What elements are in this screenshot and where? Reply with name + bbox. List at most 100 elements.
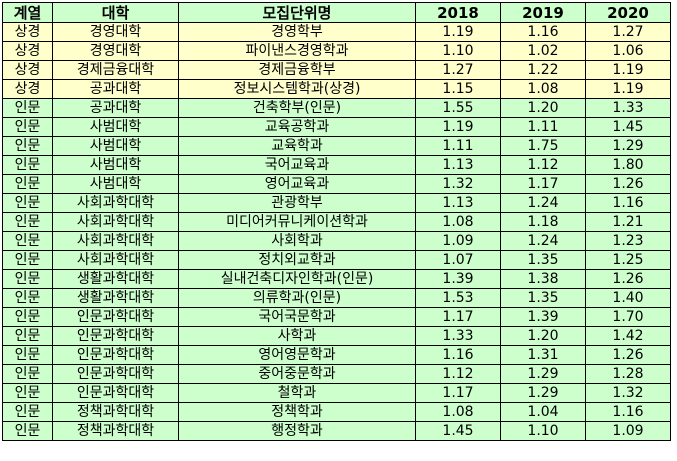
major-cell: 정보시스템학과(상경) [178,79,416,99]
ratio-2019-cell: 1.31 [500,345,586,365]
major-cell: 미디어커뮤니케이션학과 [178,212,416,232]
ratio-2018-cell: 1.10 [415,41,501,61]
table-row: 인문 공과대학 건축학부(인문) 1.55 1.20 1.33 [2,98,671,118]
major-cell: 교육공학과 [178,117,416,137]
ratio-2018-cell: 1.19 [415,22,501,42]
college-cell: 생활과학대학 [52,269,179,289]
category-cell: 인문 [2,212,53,232]
college-cell: 경영대학 [52,41,179,61]
ratio-2020-cell: 1.40 [585,288,671,308]
college-cell: 사회과학대학 [52,193,179,213]
ratio-2019-cell: 1.12 [500,155,586,175]
ratio-2019-cell: 1.10 [500,421,586,441]
table-row: 인문 인문과학대학 사학과 1.33 1.20 1.42 [2,326,671,346]
category-cell: 인문 [2,383,53,403]
ratio-2018-cell: 1.13 [415,155,501,175]
college-cell: 경영대학 [52,22,179,42]
ratio-2020-cell: 1.45 [585,117,671,137]
ratio-2018-cell: 1.08 [415,402,501,422]
ratio-2019-cell: 1.22 [500,60,586,80]
ratio-2019-cell: 1.20 [500,326,586,346]
ratio-2018-cell: 1.33 [415,326,501,346]
ratio-2019-cell: 1.20 [500,98,586,118]
table-body: 상경 경영대학 경영학부 1.19 1.16 1.27 상경 경영대학 파이낸스경영학과 1.10… [2,22,671,441]
ratio-2018-cell: 1.32 [415,174,501,194]
college-cell: 사회과학대학 [52,231,179,251]
category-cell: 인문 [2,364,53,384]
category-cell: 인문 [2,402,53,422]
major-cell: 경제금융학부 [178,60,416,80]
ratio-2019-cell: 1.35 [500,288,586,308]
ratio-2019-cell: 1.08 [500,79,586,99]
category-cell: 인문 [2,193,53,213]
ratio-2020-cell: 1.06 [585,41,671,61]
table-row: 인문 사회과학대학 정치외교학과 1.07 1.35 1.25 [2,250,671,270]
ratio-2018-cell: 1.45 [415,421,501,441]
table-header: 계열 대학 모집단위명 2018 2019 2020 [2,2,671,23]
header-row: 계열 대학 모집단위명 2018 2019 2020 [2,2,671,23]
category-cell: 상경 [2,41,53,61]
category-cell: 인문 [2,288,53,308]
ratio-2018-cell: 1.09 [415,231,501,251]
category-cell: 인문 [2,250,53,270]
ratio-2019-cell: 1.29 [500,364,586,384]
major-cell: 영어영문학과 [178,345,416,365]
header-year-2019: 2019 [500,2,586,23]
category-cell: 인문 [2,98,53,118]
category-cell: 상경 [2,22,53,42]
ratio-2019-cell: 1.35 [500,250,586,270]
ratio-2019-cell: 1.17 [500,174,586,194]
header-year-2018: 2018 [415,2,501,23]
college-cell: 사회과학대학 [52,212,179,232]
major-cell: 경영학부 [178,22,416,42]
category-cell: 인문 [2,345,53,365]
college-cell: 인문과학대학 [52,364,179,384]
ratio-2019-cell: 1.75 [500,136,586,156]
table-row: 상경 경영대학 파이낸스경영학과 1.10 1.02 1.06 [2,41,671,61]
ratio-2020-cell: 1.26 [585,174,671,194]
table-row: 인문 사범대학 교육학과 1.11 1.75 1.29 [2,136,671,156]
ratio-2018-cell: 1.13 [415,193,501,213]
major-cell: 사회학과 [178,231,416,251]
college-cell: 경제금융대학 [52,60,179,80]
category-cell: 인문 [2,117,53,137]
major-cell: 관광학부 [178,193,416,213]
college-cell: 정책과학대학 [52,402,179,422]
college-cell: 정책과학대학 [52,421,179,441]
major-cell: 사학과 [178,326,416,346]
ratio-2019-cell: 1.38 [500,269,586,289]
major-cell: 파이낸스경영학과 [178,41,416,61]
table-row: 인문 사회과학대학 미디어커뮤니케이션학과 1.08 1.18 1.21 [2,212,671,232]
table-row: 상경 경제금융대학 경제금융학부 1.27 1.22 1.19 [2,60,671,80]
table-row: 상경 공과대학 정보시스템학과(상경) 1.15 1.08 1.19 [2,79,671,99]
ratio-table: 계열 대학 모집단위명 2018 2019 2020 상경 경영대학 경영학부 1.1… [2,2,671,441]
table-row: 인문 인문과학대학 영어영문학과 1.16 1.31 1.26 [2,345,671,365]
category-cell: 인문 [2,269,53,289]
ratio-2019-cell: 1.39 [500,307,586,327]
ratio-2020-cell: 1.21 [585,212,671,232]
table-row: 인문 인문과학대학 국어국문학과 1.17 1.39 1.70 [2,307,671,327]
header-year-2020: 2020 [585,2,671,23]
ratio-2018-cell: 1.39 [415,269,501,289]
major-cell: 철학과 [178,383,416,403]
ratio-2019-cell: 1.11 [500,117,586,137]
ratio-2020-cell: 1.42 [585,326,671,346]
ratio-2018-cell: 1.53 [415,288,501,308]
college-cell: 인문과학대학 [52,326,179,346]
header-category: 계열 [2,2,53,23]
category-cell: 인문 [2,231,53,251]
major-cell: 국어국문학과 [178,307,416,327]
major-cell: 행정학과 [178,421,416,441]
ratio-2018-cell: 1.16 [415,345,501,365]
ratio-2020-cell: 1.23 [585,231,671,251]
ratio-2019-cell: 1.24 [500,231,586,251]
ratio-2020-cell: 1.29 [585,136,671,156]
table-row: 인문 인문과학대학 중어중문학과 1.12 1.29 1.28 [2,364,671,384]
major-cell: 중어중문학과 [178,364,416,384]
ratio-2020-cell: 1.33 [585,98,671,118]
table-row: 인문 사회과학대학 사회학과 1.09 1.24 1.23 [2,231,671,251]
table-row: 상경 경영대학 경영학부 1.19 1.16 1.27 [2,22,671,42]
ratio-2019-cell: 1.16 [500,22,586,42]
table-row: 인문 사범대학 영어교육과 1.32 1.17 1.26 [2,174,671,194]
ratio-2020-cell: 1.80 [585,155,671,175]
